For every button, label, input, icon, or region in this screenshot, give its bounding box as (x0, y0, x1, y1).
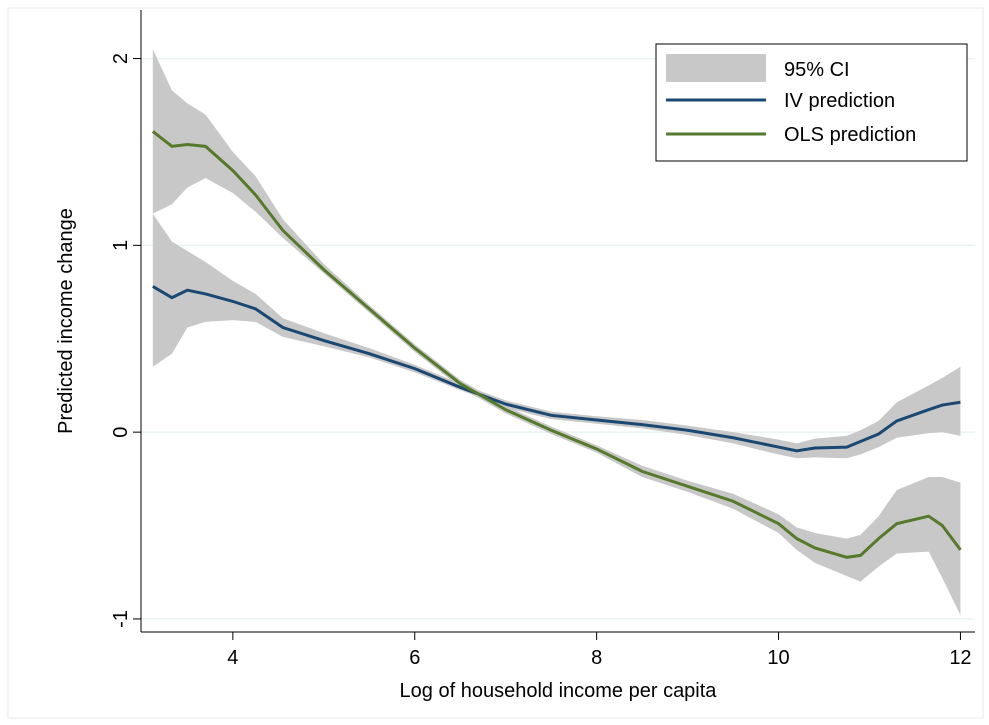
legend-label: 95% CI (784, 59, 850, 81)
y-axis-label: Predicted income change (55, 208, 77, 434)
legend-label: OLS prediction (784, 124, 916, 146)
line (151, 130, 962, 559)
x-tick-label: 10 (767, 647, 789, 669)
legend-swatch (666, 54, 766, 82)
x-axis-label: Log of household income per capita (400, 680, 718, 702)
y-tick-label: -1 (110, 610, 132, 628)
legend-label: IV prediction (784, 90, 895, 112)
y-tick-label: 2 (110, 53, 132, 64)
x-tick-label: 12 (949, 647, 971, 669)
ci-band (152, 49, 961, 616)
x-tick-label: 8 (591, 647, 602, 669)
y-tick-label: 1 (110, 240, 132, 251)
x-tick-label: 4 (227, 647, 238, 669)
x-tick-label: 6 (409, 647, 420, 669)
line (152, 285, 961, 453)
y-tick-label: 0 (110, 427, 132, 438)
